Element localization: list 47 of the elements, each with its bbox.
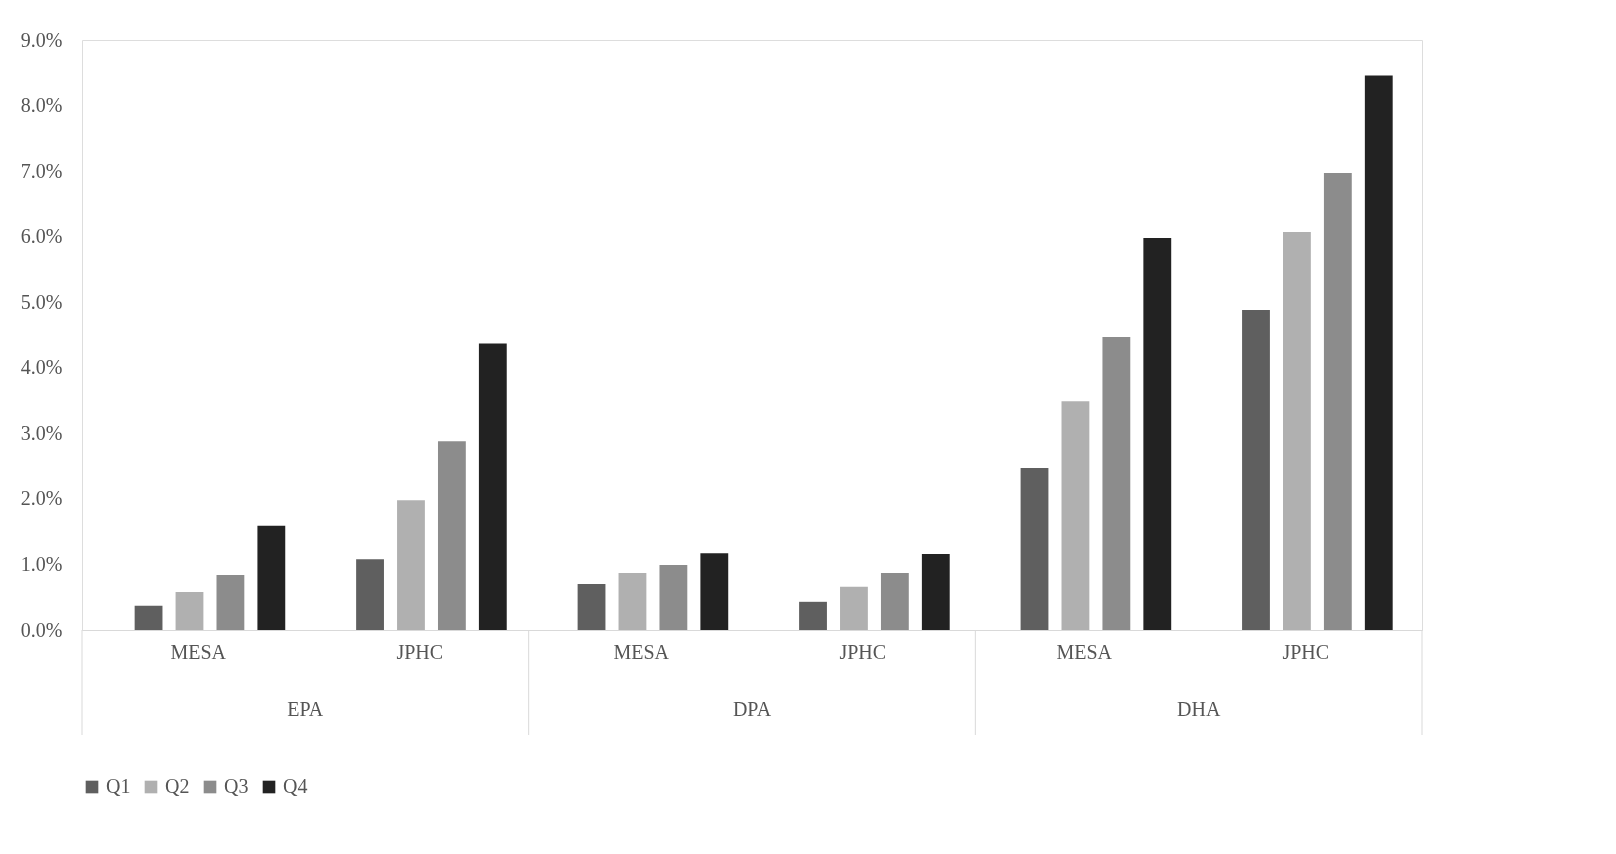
legend-label: Q3 (224, 775, 249, 797)
y-tick-label: 1.0% (20, 552, 63, 575)
y-tick-label: 3.0% (20, 421, 63, 444)
bar (356, 559, 384, 630)
bar (478, 343, 507, 630)
y-tick-label: 2.0% (20, 487, 63, 510)
x-tick-label: JPHC (839, 640, 887, 663)
bar (175, 591, 204, 630)
bar (216, 574, 245, 630)
bar (700, 553, 729, 630)
y-tick-label: 9.0% (20, 28, 63, 51)
x-tick-label: MESA (170, 640, 227, 663)
bar (577, 584, 606, 630)
bar (1283, 232, 1311, 630)
bar (1061, 401, 1090, 630)
y-tick-label: 6.0% (20, 225, 63, 248)
bar (1364, 75, 1393, 630)
y-tick-label: 7.0% (20, 159, 63, 182)
bar (397, 500, 425, 630)
y-tick-label: 0.0% (20, 618, 63, 641)
text: DPA (732, 698, 772, 720)
x-tick-label: JPHC (1282, 640, 1330, 663)
bar (1242, 310, 1270, 630)
x-tick-label: MESA (1056, 640, 1113, 663)
legend-label: Q2 (165, 775, 190, 797)
bar (1323, 173, 1352, 630)
bar (659, 565, 688, 630)
text: DHA (1176, 698, 1221, 720)
bar (1102, 336, 1131, 630)
y-tick-label: 5.0% (20, 290, 63, 313)
legend-label: Q1 (106, 775, 131, 797)
y-tick-label: 8.0% (20, 94, 63, 117)
bar (257, 525, 286, 630)
bar (618, 572, 647, 630)
bar (1020, 468, 1049, 630)
x-tick-label: MESA (613, 640, 670, 663)
bar (799, 601, 827, 630)
bar (1143, 237, 1172, 630)
bar (437, 441, 466, 630)
bar (921, 553, 950, 630)
x-tick-label: JPHC (396, 640, 444, 663)
bar (840, 586, 868, 630)
bar (880, 572, 909, 630)
y-tick-label: 4.0% (20, 356, 63, 379)
text: EPA (287, 698, 324, 720)
bar (134, 605, 163, 630)
legend-label: Q4 (283, 775, 308, 797)
